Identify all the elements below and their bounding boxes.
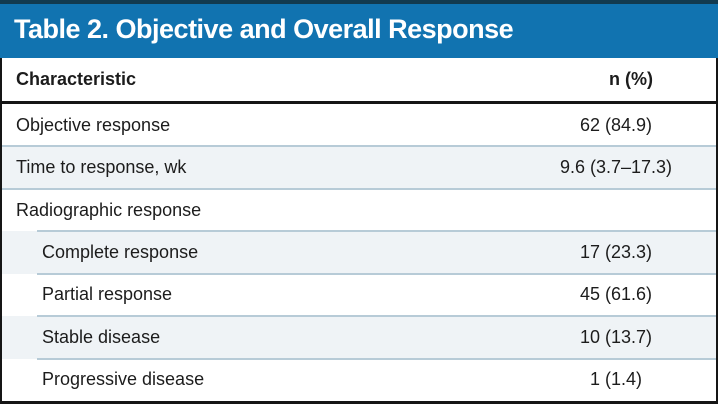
- table-row: Partial response 45 (61.6): [2, 272, 716, 316]
- table-title-bar: Table 2. Objective and Overall Response: [0, 0, 718, 58]
- row-label: Complete response: [42, 241, 199, 262]
- row-value: 62 (84.9): [579, 114, 653, 135]
- table-title: Table 2. Objective and Overall Response: [14, 13, 514, 44]
- row-value: 10 (13.7): [579, 326, 653, 347]
- row-value: 45 (61.6): [579, 284, 653, 305]
- row-label: Time to response, wk: [16, 157, 187, 178]
- table-row: Radiographic response: [2, 187, 716, 231]
- table-header-row: Characteristic n (%): [2, 58, 716, 104]
- table-row: Stable disease 10 (13.7): [2, 315, 716, 359]
- row-label: Stable disease: [42, 326, 161, 347]
- column-header-n-percent: n (%): [609, 69, 653, 89]
- row-label: Partial response: [42, 284, 173, 305]
- table-row: Complete response 17 (23.3): [2, 230, 716, 274]
- column-header-characteristic: Characteristic: [16, 69, 137, 89]
- table-row: Progressive disease 1 (1.4): [2, 357, 716, 401]
- row-label: Objective response: [16, 114, 171, 135]
- row-label: Progressive disease: [42, 369, 205, 390]
- row-value: 9.6 (3.7–17.3): [559, 157, 673, 178]
- row-value: 1 (1.4): [589, 369, 643, 390]
- table-rows: Objective response 62 (84.9) Time to res…: [2, 104, 716, 401]
- row-label: Radiographic response: [16, 199, 202, 220]
- table-body: Characteristic n (%) Objective response …: [0, 58, 718, 404]
- row-value: 17 (23.3): [579, 241, 653, 262]
- table-row: Time to response, wk 9.6 (3.7–17.3): [2, 145, 716, 189]
- table-row: Objective response 62 (84.9): [2, 104, 716, 146]
